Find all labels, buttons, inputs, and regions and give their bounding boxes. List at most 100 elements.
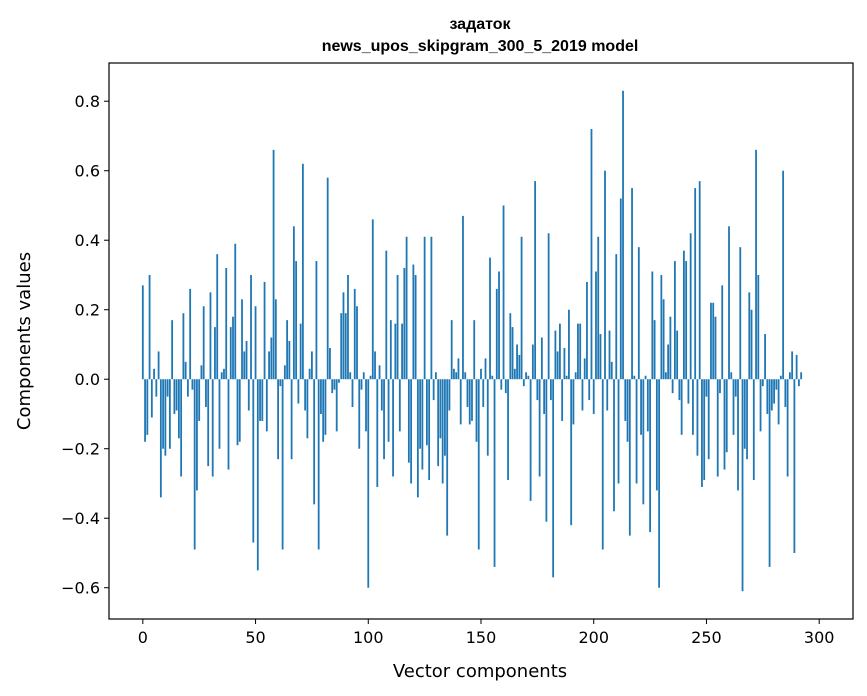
bar — [689, 233, 692, 380]
bar — [520, 236, 523, 380]
bar — [437, 379, 440, 467]
bar — [412, 264, 415, 380]
bar — [728, 226, 730, 380]
bar — [534, 181, 537, 380]
bar — [622, 90, 624, 380]
bar — [538, 379, 541, 477]
bar — [721, 285, 724, 380]
bar — [590, 129, 593, 380]
bar — [764, 334, 766, 380]
bar — [795, 354, 798, 380]
bar — [757, 274, 760, 380]
chart-title: задаток — [449, 16, 511, 33]
bar — [308, 368, 311, 380]
bar — [631, 188, 633, 380]
bar — [471, 379, 473, 421]
bar — [599, 334, 602, 380]
bar — [252, 379, 255, 543]
bar — [326, 177, 329, 380]
bar — [788, 372, 791, 380]
bar — [270, 337, 273, 380]
bar — [680, 379, 683, 435]
bar — [295, 261, 298, 380]
bar — [651, 271, 654, 380]
bar — [297, 379, 300, 404]
bar — [306, 379, 309, 439]
bar — [207, 379, 210, 467]
bar — [784, 379, 787, 408]
bar — [317, 379, 320, 550]
bar — [734, 379, 737, 397]
bar — [673, 261, 676, 380]
bar — [770, 379, 773, 411]
bar — [525, 372, 527, 380]
bar — [703, 379, 706, 480]
bar — [779, 375, 782, 380]
bar — [653, 320, 656, 380]
bar — [617, 379, 620, 484]
bar — [662, 299, 665, 380]
bar — [428, 379, 431, 480]
bar — [446, 379, 449, 536]
bar — [394, 323, 397, 380]
bar — [768, 379, 771, 567]
bar — [791, 351, 794, 380]
bar — [439, 379, 442, 439]
bar — [150, 379, 153, 418]
bar — [775, 379, 778, 390]
bar — [786, 379, 789, 477]
bar — [401, 323, 403, 380]
bar — [529, 379, 532, 501]
bar — [592, 379, 595, 414]
y-tick-label: 0.0 — [75, 370, 100, 389]
bar — [320, 379, 322, 414]
bar — [385, 250, 388, 380]
bar — [335, 379, 338, 432]
bar — [299, 323, 302, 380]
bar — [290, 379, 293, 460]
bar — [141, 285, 144, 380]
bar — [637, 247, 640, 380]
bar — [322, 379, 325, 442]
bar — [288, 341, 291, 380]
bar — [509, 313, 512, 380]
bar — [730, 372, 733, 380]
bar — [646, 379, 649, 432]
bar — [732, 379, 735, 435]
bar — [685, 261, 688, 380]
bar — [263, 281, 266, 380]
bar — [380, 379, 383, 411]
bar — [484, 358, 487, 380]
bar — [180, 379, 183, 477]
bar — [678, 379, 681, 401]
bar — [367, 379, 370, 588]
bar — [455, 372, 458, 380]
bar — [405, 236, 408, 380]
bar — [766, 379, 769, 414]
bar — [414, 274, 417, 380]
bar — [568, 309, 570, 380]
bar — [362, 372, 365, 380]
bar — [664, 372, 667, 380]
bar — [205, 379, 207, 408]
bar — [353, 288, 356, 380]
bar — [148, 274, 151, 380]
bar — [462, 215, 464, 380]
bar — [435, 372, 437, 380]
bar — [340, 313, 343, 380]
bar — [739, 247, 742, 380]
bar — [441, 379, 444, 484]
bar — [229, 327, 232, 380]
bar — [410, 379, 413, 484]
y-tick-label: 0.6 — [75, 162, 100, 181]
bar — [430, 236, 433, 380]
bar — [304, 379, 307, 411]
y-tick-label: 0.4 — [75, 231, 100, 250]
bar — [714, 316, 717, 380]
bar — [773, 379, 775, 404]
bar — [191, 379, 194, 390]
bar — [671, 379, 674, 394]
bar — [272, 149, 275, 380]
bar — [453, 368, 455, 380]
